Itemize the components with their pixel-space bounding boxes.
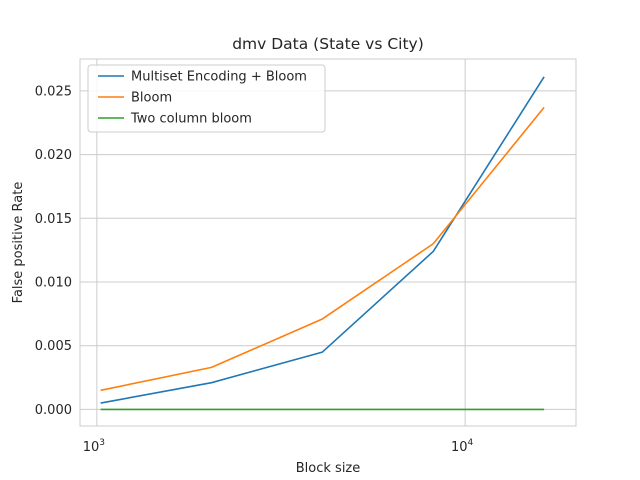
series-line xyxy=(100,76,545,404)
y-tick-label: 0.025 xyxy=(35,84,72,99)
series-lines xyxy=(100,76,545,411)
legend-label: Bloom xyxy=(131,91,172,106)
y-axis-label: False positive Rate xyxy=(11,182,26,304)
x-tick-label: 103 xyxy=(83,438,105,455)
y-tick-labels: 0.000 0.005 0.010 0.015 0.020 0.025 xyxy=(35,84,72,418)
x-tick-label: 104 xyxy=(451,438,474,455)
legend-label: Multiset Encoding + Bloom xyxy=(131,70,307,85)
legend-label: Two column bloom xyxy=(130,112,252,127)
x-tick-labels: 103 104 xyxy=(83,438,474,455)
y-tick-label: 0.015 xyxy=(35,212,72,227)
y-tick-label: 0.010 xyxy=(35,276,72,291)
y-tick-label: 0.020 xyxy=(35,148,72,163)
series-line xyxy=(100,106,545,392)
legend-box xyxy=(87,64,326,133)
plot-frame xyxy=(79,58,577,427)
x-axis-label: Block size xyxy=(296,461,361,476)
chart-title: dmv Data (State vs City) xyxy=(232,35,424,53)
y-tick-label: 0.000 xyxy=(35,403,72,418)
y-tick-label: 0.005 xyxy=(35,339,72,354)
legend: Multiset Encoding + Bloom Bloom Two column… xyxy=(87,64,326,133)
